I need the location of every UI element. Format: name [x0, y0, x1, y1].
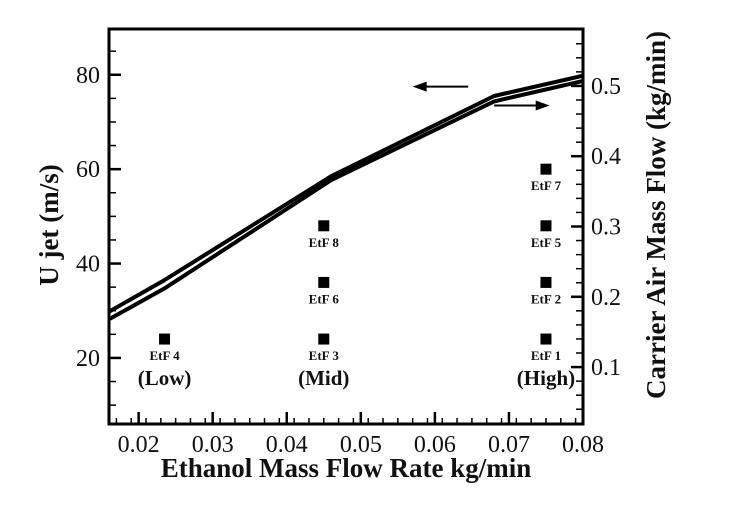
x-tick-label: 0.05 — [340, 432, 382, 458]
group-label: (Low) — [138, 366, 192, 390]
data-point-marker — [540, 333, 552, 345]
data-point-label: EtF 1 — [531, 348, 561, 363]
data-point-marker — [540, 220, 552, 232]
group-label: (High) — [517, 366, 575, 390]
y2-tick-label: 0.1 — [591, 355, 621, 381]
series-layer — [109, 73, 583, 322]
data-point-label: EtF 3 — [309, 348, 340, 363]
x-tick-label: 0.07 — [488, 432, 530, 458]
x-tick-label: 0.06 — [414, 432, 456, 458]
y2-axis-title: Carrier Air Mass Flow (kg/min) — [641, 31, 671, 399]
group-label: (Mid) — [298, 366, 349, 390]
series-line-u-jet — [109, 73, 583, 314]
x-tick-label: 0.02 — [118, 432, 160, 458]
y-tick-label: 80 — [76, 63, 100, 89]
y2-tick-label: 0.5 — [591, 74, 621, 100]
data-point-label: EtF 2 — [531, 291, 561, 306]
data-point-marker — [159, 333, 171, 345]
data-point-label: EtF 4 — [149, 348, 180, 363]
x-tick-label: 0.08 — [562, 432, 604, 458]
series-line-carrier-air — [109, 79, 583, 322]
axes-layer: 0.02 0.03 0.04 0.05 0.06 0.07 0.08 20 40 60 80 0.1 0… — [76, 27, 621, 458]
data-point-marker — [540, 276, 552, 288]
arrow-right-axis-head — [535, 100, 550, 111]
plot-frame — [107, 27, 585, 426]
y-axis-title: U jet (m/s) — [34, 164, 64, 285]
data-point-label: EtF 7 — [531, 178, 562, 193]
x-axis-title: Ethanol Mass Flow Rate kg/min — [161, 453, 532, 483]
data-point-label: EtF 5 — [531, 235, 562, 250]
y2-tick-label: 0.2 — [591, 285, 621, 311]
data-point-label: EtF 8 — [309, 235, 340, 250]
x-tick-label: 0.04 — [266, 432, 308, 458]
data-point-marker — [318, 220, 330, 232]
arrow-left-axis-head — [412, 81, 427, 92]
y-tick-label: 20 — [76, 346, 100, 372]
data-point-label: EtF 6 — [309, 291, 340, 306]
y2-tick-label: 0.3 — [591, 215, 621, 241]
points-layer: EtF 4 EtF 3 EtF 6 EtF 8 EtF 1 EtF 2 EtF 5 EtF 7… — [138, 163, 575, 390]
y-tick-label: 60 — [76, 157, 100, 183]
y-tick-label: 40 — [76, 252, 100, 278]
y2-tick-label: 0.4 — [591, 144, 621, 170]
data-point-marker — [318, 276, 330, 288]
x-tick-label: 0.03 — [192, 432, 234, 458]
data-point-marker — [318, 333, 330, 345]
data-point-marker — [540, 163, 552, 175]
